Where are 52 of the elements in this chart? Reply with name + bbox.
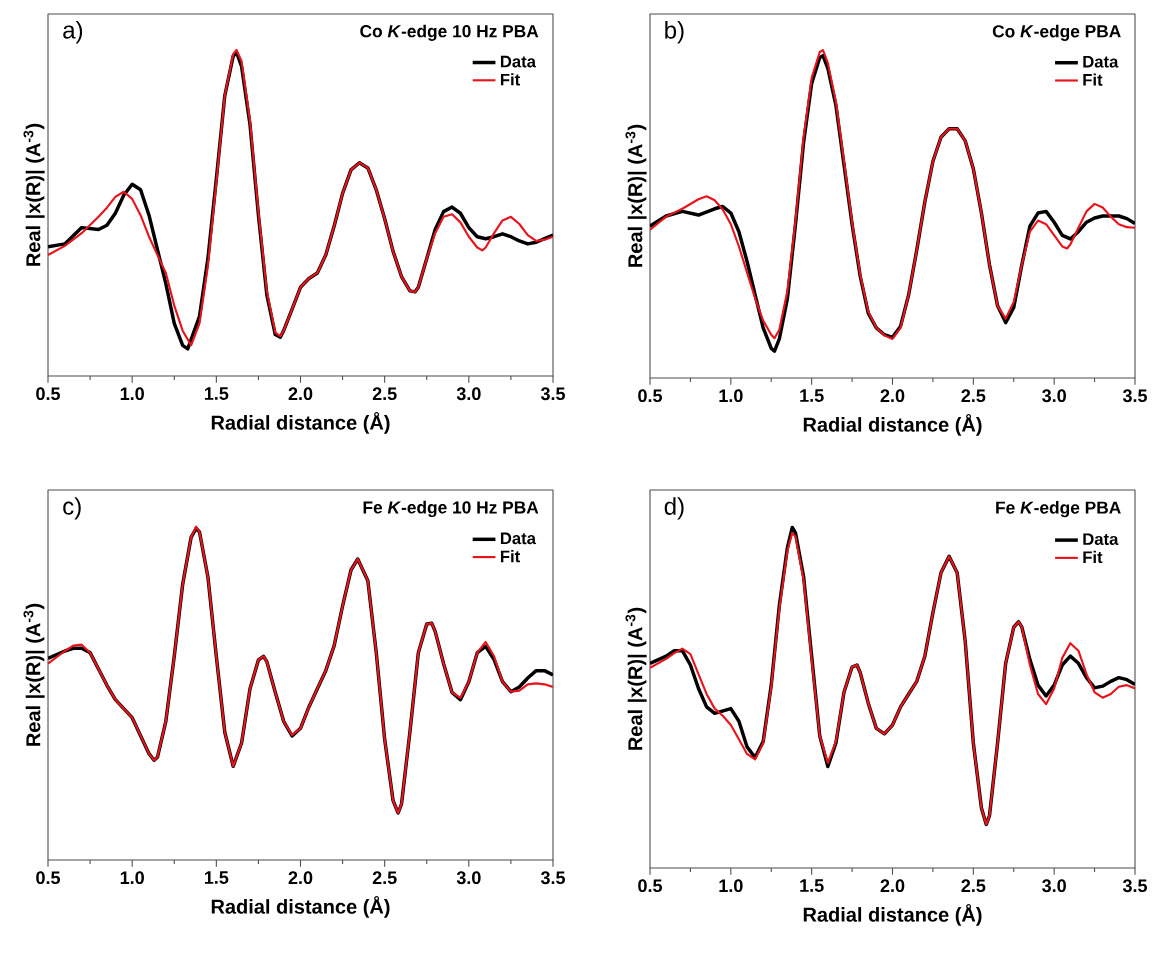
- x-tick-label: 1.5: [204, 387, 229, 400]
- legend-label: Fit: [500, 73, 521, 86]
- x-tick-label: 2.5: [961, 389, 986, 403]
- legend-label: Data: [500, 55, 537, 68]
- chart-title: Co K-edge 10 Hz PBA: [360, 24, 539, 41]
- x-tick-label: 0.5: [638, 879, 663, 893]
- chart-title: Co K-edge PBA: [992, 24, 1121, 41]
- text: b): [665, 21, 684, 44]
- x-tick-label: 2.0: [288, 387, 313, 401]
- x-tick-label: 1.5: [800, 879, 824, 892]
- text: c): [63, 497, 81, 520]
- x-tick-label: 1.5: [800, 389, 824, 402]
- legend-label: Fit: [1083, 73, 1103, 86]
- x-tick-label: 3.0: [456, 387, 481, 401]
- x-tick-label: 2.0: [288, 871, 313, 885]
- legend-label: Fit: [500, 550, 521, 563]
- x-tick-label: 1.0: [120, 387, 144, 401]
- x-axis-title: Radial distance (Å): [211, 411, 390, 434]
- text: d): [664, 497, 684, 520]
- x-tick-label: 2.0: [880, 389, 905, 403]
- x-tick-label: 3.0: [456, 871, 481, 885]
- text: a): [63, 21, 83, 44]
- x-tick-label: 0.5: [638, 389, 663, 403]
- legend-label: Fit: [1083, 550, 1103, 564]
- x-tick-label: 1.0: [719, 389, 743, 403]
- x-tick-label: 2.5: [372, 387, 397, 401]
- legend-label: Data: [1083, 56, 1119, 68]
- x-axis-title: Radial distance (Å): [803, 413, 982, 436]
- x-tick-label: 3.5: [1122, 389, 1148, 403]
- x-tick-label: 0.5: [36, 387, 61, 401]
- y-axis-title: Real |x(R)| (A$^{-3}$): [625, 124, 647, 267]
- x-tick-label: 0.5: [36, 871, 61, 885]
- x-tick-label: 3.0: [1042, 879, 1066, 893]
- x-tick-label: 1.5: [204, 871, 229, 884]
- x-axis-title: Radial distance (Å): [211, 895, 390, 918]
- x-tick-label: 3.5: [540, 871, 566, 885]
- x-tick-label: 2.5: [372, 871, 397, 885]
- y-axis-title: Real |x(R)| (A$^{-3}$): [625, 607, 647, 750]
- x-tick-label: 2.0: [880, 879, 905, 893]
- x-tick-label: 3.5: [1122, 879, 1148, 893]
- chart-title: Fe K-edge 10 Hz PBA: [363, 500, 539, 518]
- x-tick-label: 3.5: [540, 387, 566, 401]
- x-tick-label: 2.5: [961, 879, 986, 893]
- x-tick-label: 1.0: [120, 871, 144, 885]
- legend-label: Data: [500, 532, 537, 545]
- legend-label: Data: [1083, 533, 1119, 546]
- x-tick-label: 1.0: [719, 879, 743, 893]
- chart-title: Fe K-edge PBA: [996, 501, 1121, 518]
- x-axis-title: Radial distance (Å): [803, 903, 982, 926]
- x-tick-label: 3.0: [1042, 389, 1066, 403]
- y-axis-title: Real |x(R)| (A$^{-3}$): [23, 123, 45, 266]
- y-axis-title: Real |x(R)| (A$^{-3}$): [23, 603, 45, 746]
